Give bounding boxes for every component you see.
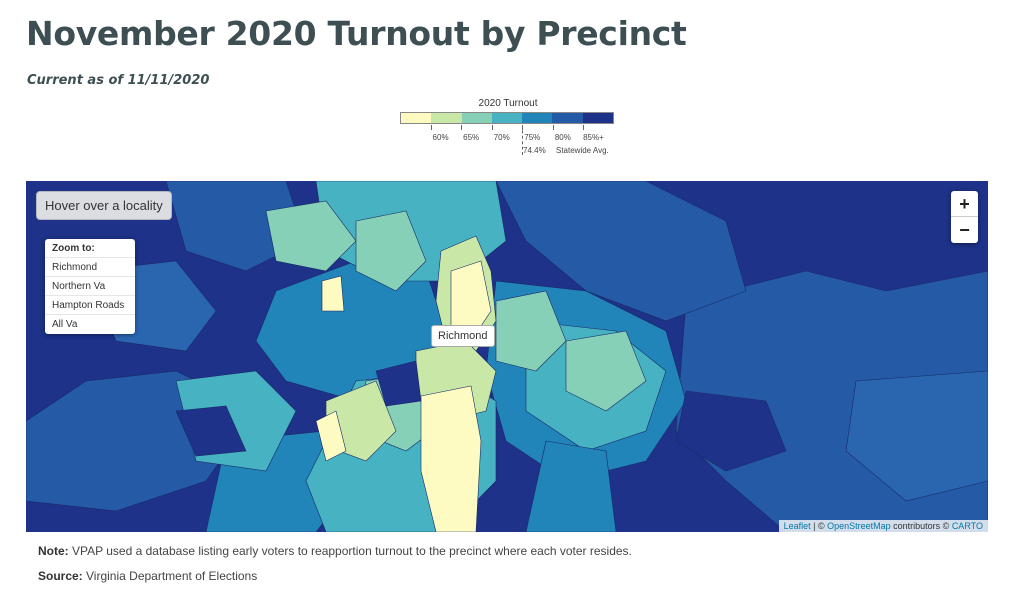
legend-color-bar [400,112,614,124]
legend-tick-label: 80% [554,133,571,142]
legend-tick [583,125,585,130]
zoom-to-richmond[interactable]: Richmond [45,258,135,277]
map-attribution: Leaflet | © OpenStreetMap contributors ©… [778,520,988,532]
zoom-to-panel: Zoom to: Richmond Northern Va Hampton Ro… [45,239,135,334]
precinct-region[interactable] [495,290,567,372]
zoom-control: + − [951,191,978,243]
page-subtitle: Current as of 11/11/2020 [27,73,210,88]
legend-tick-label: 60% [432,133,449,142]
hover-locality-prompt: Hover over a locality [36,191,172,220]
precinct-map[interactable]: Hover over a locality Zoom to: Richmond … [26,181,988,532]
note-text: Note: VPAP used a database listing early… [38,544,632,558]
carto-link[interactable]: CARTO [951,521,983,531]
precinct-region[interactable] [265,200,357,272]
precinct-region[interactable] [675,390,787,472]
precinct-region[interactable] [495,181,747,322]
precinct-region[interactable] [321,275,345,312]
attribution-contributors: contributors © [890,521,952,531]
precinct-region[interactable] [175,405,247,457]
legend-tick [552,125,554,130]
page-title: November 2020 Turnout by Precinct [26,14,687,53]
zoom-out-button[interactable]: − [959,220,970,240]
zoom-to-hampton-roads[interactable]: Hampton Roads [45,296,135,315]
zoom-to-all-va[interactable]: All Va [52,319,78,330]
legend-tick-label: 75% [524,133,541,142]
zoom-to-title: Zoom to: [45,239,135,258]
legend-tick [430,125,432,130]
precinct-region[interactable] [525,440,617,532]
legend-swatch [582,113,613,123]
legend-swatch [522,113,553,123]
legend-tick [461,125,463,130]
city-label-richmond: Richmond [431,325,495,347]
legend-swatch [401,113,432,123]
note-label: Note: [38,544,69,558]
note-body: VPAP used a database listing early voter… [68,544,632,558]
legend-swatch [431,113,462,123]
precinct-region[interactable] [420,385,482,532]
legend-swatch [461,113,492,123]
precinct-region[interactable] [315,410,347,462]
legend-swatch [552,113,583,123]
legend-statewide-avg-marker [522,125,523,155]
attribution-separator: | © [810,521,828,531]
source-text: Source: Virginia Department of Elections [38,569,257,583]
zoom-in-button[interactable]: + [951,191,978,217]
legend-avg-value: 74.4% [523,146,546,155]
precinct-region[interactable] [845,370,988,502]
legend-title: 2020 Turnout [478,98,538,109]
osm-link[interactable]: OpenStreetMap [827,521,891,531]
leaflet-link[interactable]: Leaflet [783,521,811,531]
legend-avg-label: Statewide Avg. [556,146,609,155]
legend-tick-label: 85%+ [583,133,604,142]
precinct-region[interactable] [375,360,422,407]
precinct-region[interactable] [565,330,647,412]
legend-tick [491,125,493,130]
zoom-to-northern-va[interactable]: Northern Va [45,277,135,296]
source-label: Source: [38,569,83,583]
legend-tick-label: 70% [493,133,510,142]
turnout-legend: 2020 Turnout 60% 65% 70% 75% 80% 85%+ 74.4% S… [398,98,618,162]
legend-swatch [491,113,523,123]
precinct-region[interactable] [355,210,427,292]
legend-tick-label: 65% [463,133,480,142]
source-body: Virginia Department of Elections [82,569,258,583]
choropleth-layer[interactable] [26,181,988,532]
